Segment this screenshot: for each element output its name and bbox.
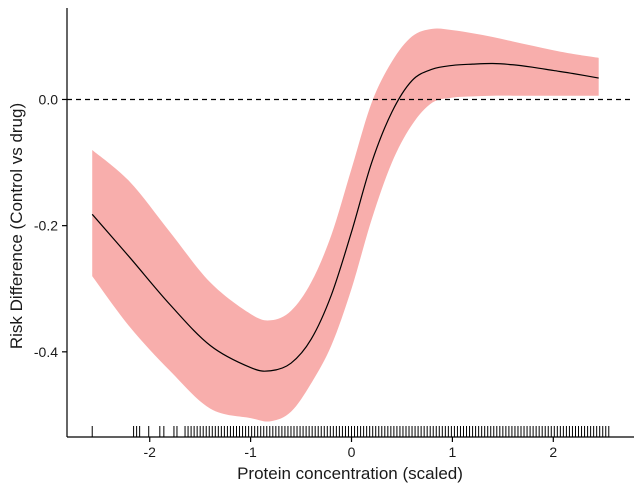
estimate-line-layer	[91, 62, 599, 372]
axes-layer: -2 -1 0 1 2 -0.4 -0.2 0.0	[34, 8, 634, 460]
x-tick-label: -1	[244, 444, 257, 460]
estimate-line	[91, 62, 599, 372]
confidence-band	[92, 28, 599, 422]
x-tick-label: 1	[449, 444, 457, 460]
y-tick-label: -0.2	[34, 218, 58, 234]
y-tick-label: -0.4	[34, 344, 58, 360]
rug-layer	[91, 426, 610, 437]
x-tick-label: 0	[348, 444, 356, 460]
y-axis-label: Risk Difference (Control vs drug)	[7, 103, 26, 349]
y-tick-label: 0.0	[39, 91, 59, 107]
x-tick-label: 2	[549, 444, 557, 460]
x-axis-label: Protein concentration (scaled)	[237, 464, 463, 483]
confidence-band-layer	[92, 28, 599, 422]
x-tick-label: -2	[144, 444, 157, 460]
